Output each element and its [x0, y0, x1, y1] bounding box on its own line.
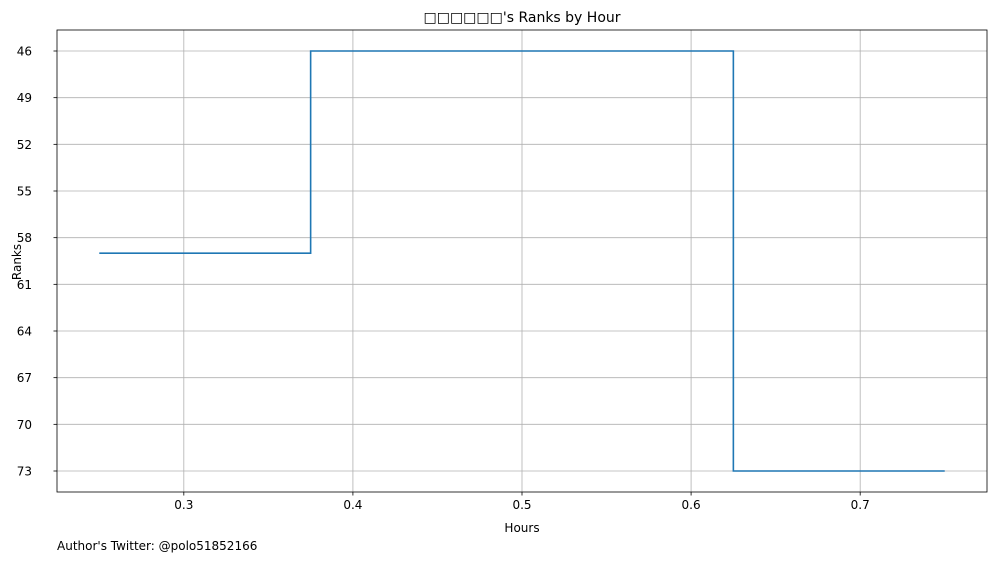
y-tick-label: 70: [17, 418, 32, 432]
x-tick-label: 0.5: [512, 498, 531, 512]
x-tick-label: 0.7: [851, 498, 870, 512]
y-tick-label: 58: [17, 231, 32, 245]
y-tick-label: 49: [17, 91, 32, 105]
x-tick-label: 0.4: [343, 498, 362, 512]
chart-title: □□□□□□'s Ranks by Hour: [423, 10, 620, 26]
x-tick-label: 0.6: [682, 498, 701, 512]
y-axis-ticks: 46 49 52 55 58 61 64 67 70 73: [17, 45, 57, 479]
y-tick-label: 55: [17, 185, 32, 199]
x-axis-ticks: 0.3 0.4 0.5 0.6 0.7: [174, 492, 870, 512]
rank-step-line: [99, 50, 945, 472]
x-tick-label: 0.3: [174, 498, 193, 512]
y-tick-label: 61: [17, 278, 32, 292]
author-credit: Author's Twitter: @polo51852166: [57, 539, 257, 553]
y-axis-label: Ranks: [10, 244, 24, 280]
y-tick-label: 46: [17, 45, 32, 59]
series-group: [99, 50, 945, 472]
y-tick-label: 52: [17, 138, 32, 152]
y-tick-label: 73: [17, 465, 32, 479]
y-tick-label: 67: [17, 371, 32, 385]
x-axis-label: Hours: [504, 521, 539, 535]
y-tick-label: 64: [17, 325, 32, 339]
